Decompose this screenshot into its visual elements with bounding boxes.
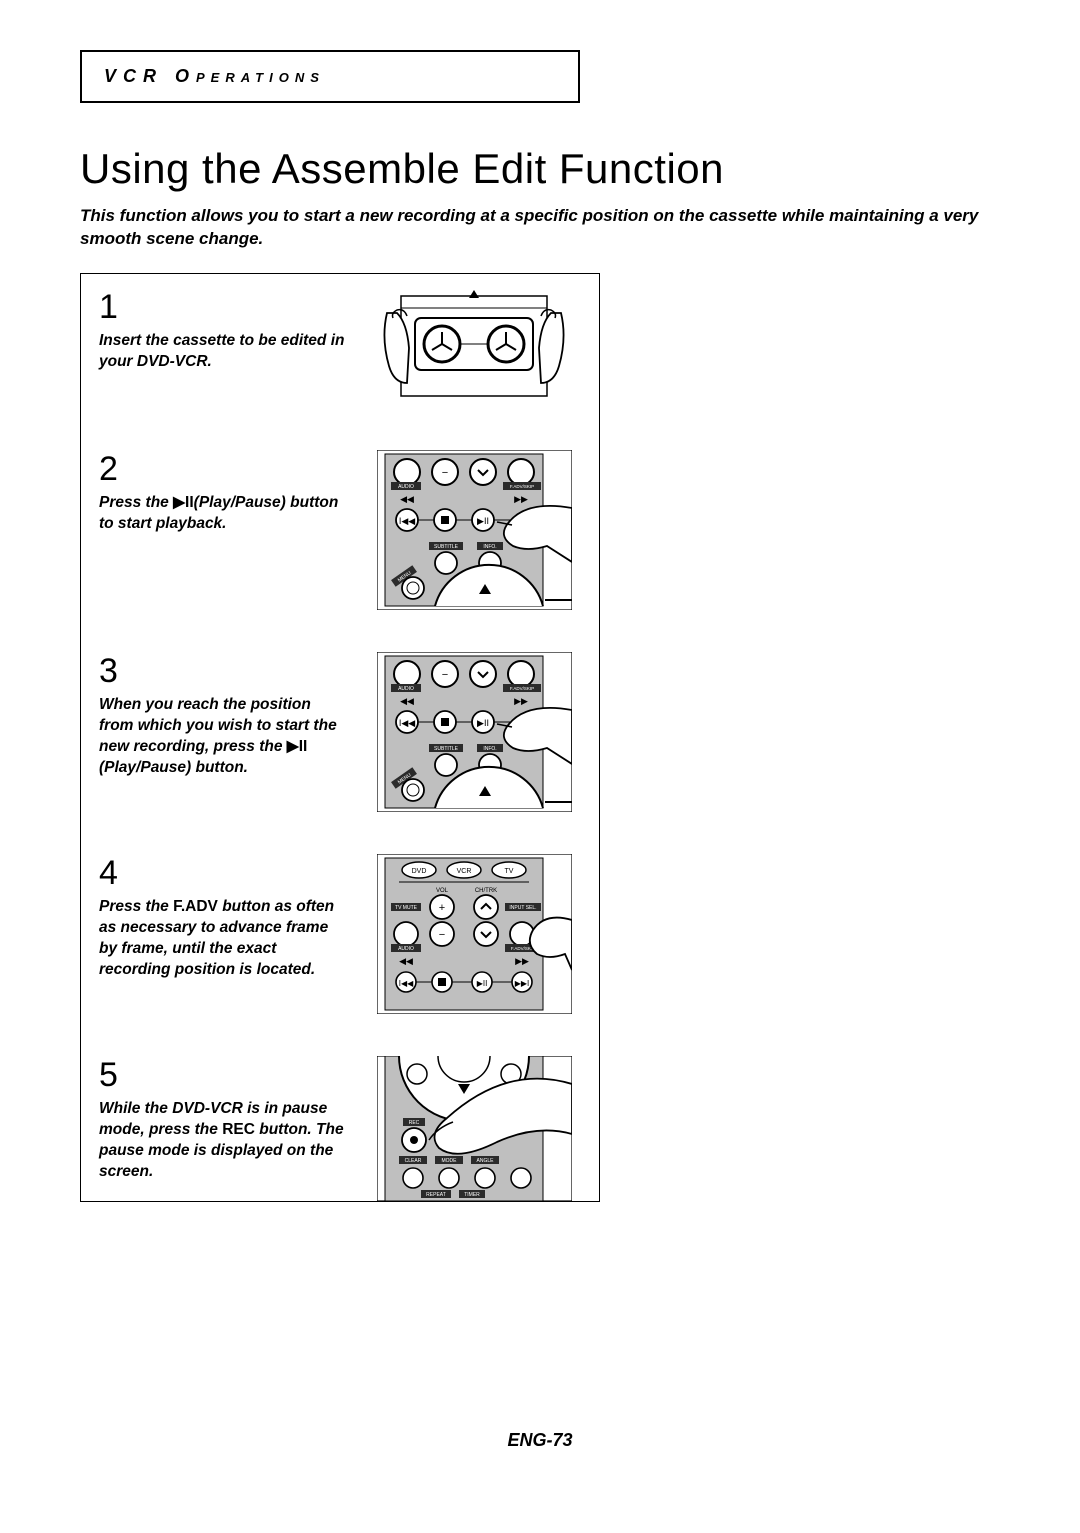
step-5: 5 While the DVD-VCR is in pause mode, pr… bbox=[99, 1056, 581, 1201]
cassette-insert-illustration bbox=[379, 288, 569, 408]
remote-panel-play: − AUDIO F.ADV/SKIP ◀◀ ▶▶ I◀◀ ▶II SUBTITL… bbox=[377, 450, 572, 610]
svg-text:◀◀: ◀◀ bbox=[400, 494, 414, 504]
page-footer: ENG-73 bbox=[0, 1430, 1080, 1451]
svg-text:▶II: ▶II bbox=[477, 718, 489, 728]
step-illustration: DVD VCR TV VOL CH/TRK TV MUTE + INPUT SE… bbox=[367, 854, 581, 1014]
svg-text:CLEAR: CLEAR bbox=[404, 1158, 421, 1164]
step-illustration: − AUDIO F.ADV/SKIP ◀◀ ▶▶ I◀◀ ▶II SUBTITL… bbox=[367, 652, 581, 812]
section-header: VCR OPERATIONS bbox=[104, 66, 325, 86]
svg-text:I◀◀: I◀◀ bbox=[398, 979, 413, 988]
step-text: 1 Insert the cassette to be edited in yo… bbox=[99, 288, 349, 408]
svg-text:−: − bbox=[441, 467, 447, 479]
step-text: 5 While the DVD-VCR is in pause mode, pr… bbox=[99, 1056, 349, 1201]
svg-text:SUBTITLE: SUBTITLE bbox=[434, 746, 459, 752]
svg-text:▶▶: ▶▶ bbox=[515, 956, 529, 966]
svg-text:INFO.: INFO. bbox=[483, 746, 496, 752]
svg-text:TV MUTE: TV MUTE bbox=[395, 905, 418, 911]
step-body: Insert the cassette to be edited in your… bbox=[99, 331, 349, 373]
svg-text:CH/TRK: CH/TRK bbox=[474, 888, 496, 894]
step-illustration: − AUDIO F.ADV/SKIP ◀◀ ▶▶ I◀◀ ▶II SUBTITL… bbox=[367, 450, 581, 610]
step-number: 2 bbox=[99, 450, 349, 489]
step-body: When you reach the position from which y… bbox=[99, 695, 349, 779]
svg-text:AUDIO: AUDIO bbox=[398, 686, 414, 692]
svg-text:▶II: ▶II bbox=[477, 516, 489, 526]
step-2: 2 Press the ▶II(Play/Pause) button to st… bbox=[99, 450, 581, 610]
svg-text:SUBTITLE: SUBTITLE bbox=[434, 544, 459, 550]
page-title: Using the Assemble Edit Function bbox=[80, 145, 1000, 193]
svg-text:◀◀: ◀◀ bbox=[400, 696, 414, 706]
step-text: 2 Press the ▶II(Play/Pause) button to st… bbox=[99, 450, 349, 610]
svg-text:AUDIO: AUDIO bbox=[398, 484, 414, 490]
svg-text:▶▶: ▶▶ bbox=[514, 494, 528, 504]
svg-text:▶II: ▶II bbox=[476, 979, 487, 988]
remote-panel-fadv: DVD VCR TV VOL CH/TRK TV MUTE + INPUT SE… bbox=[377, 854, 572, 1014]
play-pause-symbol: ▶II bbox=[287, 738, 308, 755]
step-text: 3 When you reach the position from which… bbox=[99, 652, 349, 812]
section-header-box: VCR OPERATIONS bbox=[80, 50, 580, 103]
play-pause-symbol: ▶II bbox=[173, 494, 194, 511]
rec-label: REC bbox=[222, 1121, 255, 1138]
svg-text:◀◀: ◀◀ bbox=[399, 956, 413, 966]
svg-text:▶▶: ▶▶ bbox=[514, 696, 528, 706]
step-body: Press the ▶II(Play/Pause) button to star… bbox=[99, 493, 349, 535]
svg-text:VCR: VCR bbox=[456, 868, 471, 875]
svg-text:MODE: MODE bbox=[441, 1158, 457, 1164]
step-number: 3 bbox=[99, 652, 349, 691]
step-illustration: REC CLEAR MODE ANGLE REPEAT TIMER bbox=[367, 1056, 581, 1201]
svg-text:TIMER: TIMER bbox=[464, 1192, 480, 1198]
manual-page: VCR OPERATIONS Using the Assemble Edit F… bbox=[0, 0, 1080, 1242]
svg-text:AUDIO: AUDIO bbox=[398, 946, 414, 952]
svg-text:I◀◀: I◀◀ bbox=[398, 516, 414, 526]
step-illustration bbox=[367, 288, 581, 408]
step-body: Press the F.ADV button as often as neces… bbox=[99, 897, 349, 981]
svg-text:REC: REC bbox=[408, 1120, 419, 1126]
svg-text:▶▶I: ▶▶I bbox=[514, 979, 529, 988]
t: Press the bbox=[99, 494, 173, 511]
t: Press the bbox=[99, 898, 173, 915]
step-4: 4 Press the F.ADV button as often as nec… bbox=[99, 854, 581, 1014]
svg-text:+: + bbox=[438, 902, 444, 914]
svg-text:DVD: DVD bbox=[411, 868, 426, 875]
svg-text:VOL: VOL bbox=[435, 888, 448, 894]
step-3: 3 When you reach the position from which… bbox=[99, 652, 581, 812]
t: (Play/Pause) button. bbox=[99, 759, 248, 776]
section-header-small: PERATIONS bbox=[196, 70, 325, 85]
intro-paragraph: This function allows you to start a new … bbox=[80, 205, 1000, 251]
steps-container: 1 Insert the cassette to be edited in yo… bbox=[80, 273, 600, 1202]
step-number: 1 bbox=[99, 288, 349, 327]
remote-panel-play: − AUDIO F.ADV/SKIP ◀◀ ▶▶ I◀◀ ▶II SUBTITL… bbox=[377, 652, 572, 812]
step-number: 5 bbox=[99, 1056, 349, 1095]
step-number: 4 bbox=[99, 854, 349, 893]
svg-text:TV: TV bbox=[504, 868, 513, 875]
svg-text:INPUT SEL.: INPUT SEL. bbox=[509, 905, 536, 911]
svg-text:−: − bbox=[441, 669, 447, 681]
section-header-large: VCR O bbox=[104, 66, 196, 86]
svg-text:INFO.: INFO. bbox=[483, 544, 496, 550]
step-body: While the DVD-VCR is in pause mode, pres… bbox=[99, 1099, 349, 1183]
svg-text:F.ADV/SKIP: F.ADV/SKIP bbox=[509, 686, 533, 691]
svg-text:I◀◀: I◀◀ bbox=[398, 718, 414, 728]
step-1: 1 Insert the cassette to be edited in yo… bbox=[99, 288, 581, 408]
step-text: 4 Press the F.ADV button as often as nec… bbox=[99, 854, 349, 1014]
svg-text:−: − bbox=[438, 929, 444, 941]
remote-panel-rec: REC CLEAR MODE ANGLE REPEAT TIMER bbox=[377, 1056, 572, 1201]
svg-text:REPEAT: REPEAT bbox=[426, 1192, 446, 1198]
svg-text:F.ADV/SKIP: F.ADV/SKIP bbox=[509, 484, 533, 489]
svg-text:ANGLE: ANGLE bbox=[476, 1158, 494, 1164]
fadv-label: F.ADV bbox=[173, 898, 218, 915]
